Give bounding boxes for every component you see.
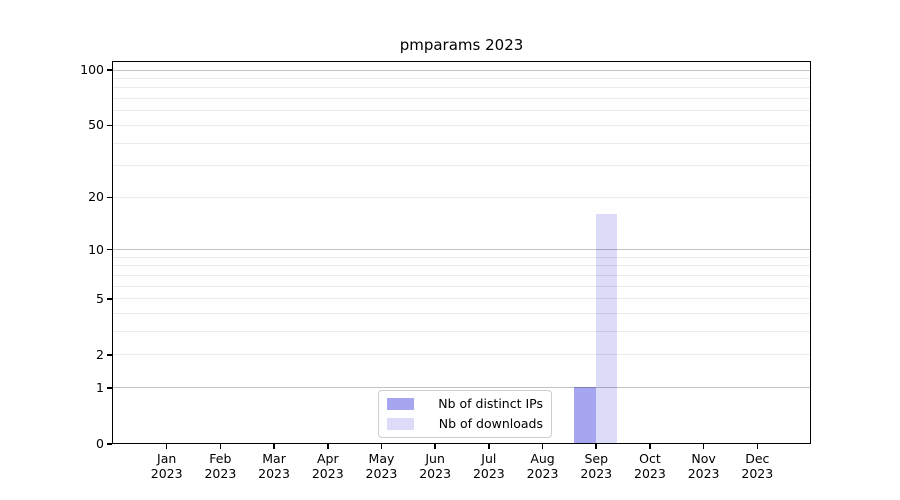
gridline-minor [112, 98, 810, 100]
y-tick-label: 100 [80, 62, 104, 77]
gridline-minor [112, 274, 810, 276]
gridline-minor [112, 110, 810, 112]
gridline-minor [112, 256, 810, 258]
x-tick-label: Nov 2023 [687, 451, 720, 481]
y-tick-label: 1 [96, 379, 104, 395]
y-tick-label: 50 [88, 117, 104, 133]
x-tick-label: Jul 2023 [472, 451, 505, 481]
gridline-minor [112, 285, 810, 287]
legend-label-distinct-ips: Nb of distinct IPs [438, 396, 543, 412]
legend-swatch-downloads-icon [387, 417, 414, 430]
x-tick-mark [541, 444, 544, 449]
y-tick-mark [107, 387, 112, 389]
gridline-minor [112, 196, 810, 198]
x-tick-label: Oct 2023 [634, 451, 666, 481]
legend: Nb of distinct IPs Nb of downloads [378, 390, 552, 438]
plot-area [111, 60, 811, 444]
legend-swatch-distinct-ips-icon [387, 398, 414, 411]
gridline-minor [112, 313, 810, 315]
y-tick-label: 20 [88, 189, 104, 205]
gridline-minor [112, 331, 810, 333]
y-tick-label: 5 [96, 290, 104, 306]
x-tick-mark [273, 444, 275, 449]
y-tick-mark [107, 298, 112, 300]
x-tick-label: Dec 2023 [741, 451, 774, 481]
x-tick-label: May 2023 [365, 451, 398, 481]
gridline-minor [112, 87, 810, 89]
x-tick-mark [165, 444, 168, 449]
x-tick-mark [488, 444, 490, 449]
x-tick-label: Mar 2023 [258, 451, 290, 481]
x-tick-mark [595, 444, 597, 449]
x-tick-label: Jun 2023 [419, 451, 452, 481]
gridline-minor [112, 165, 810, 167]
plot-canvas [112, 62, 810, 443]
gridline-minor [112, 354, 810, 356]
gridline-major [112, 249, 810, 251]
chart-title: pmparams 2023 [399, 36, 524, 54]
x-tick-mark [380, 444, 383, 449]
gridline-minor [112, 77, 810, 79]
bar-distinct-ips-sep [574, 387, 596, 443]
legend-item-distinct-ips: Nb of distinct IPs [387, 395, 543, 413]
legend-label-downloads: Nb of downloads [438, 415, 543, 431]
bar-downloads-sep [595, 213, 618, 443]
x-tick-mark [702, 444, 705, 449]
gridline-major [112, 387, 810, 389]
gridline-minor [112, 124, 810, 126]
y-tick-mark [107, 124, 112, 127]
gridline-minor [112, 142, 810, 144]
y-tick-label: 2 [96, 346, 104, 362]
x-tick-mark [327, 444, 329, 449]
x-tick-label: Feb 2023 [204, 451, 237, 481]
y-tick-mark [107, 248, 112, 251]
y-tick-label: 10 [88, 241, 104, 257]
x-tick-mark [649, 444, 651, 449]
x-tick-mark [756, 444, 759, 449]
x-tick-mark [219, 444, 222, 449]
gridline-minor [112, 298, 810, 300]
x-tick-label: Jan 2023 [150, 451, 183, 481]
y-tick-mark [107, 196, 112, 199]
x-tick-label: Sep 2023 [580, 451, 613, 481]
gridline-major [112, 69, 810, 71]
y-tick-mark [107, 354, 112, 356]
y-tick-mark [107, 443, 112, 445]
gridline-minor [112, 265, 810, 267]
x-tick-mark [434, 444, 436, 449]
y-tick-mark [107, 69, 112, 71]
x-tick-label: Aug 2023 [526, 451, 559, 481]
x-tick-label: Apr 2023 [311, 451, 344, 481]
y-tick-label: 0 [96, 436, 104, 451]
legend-item-downloads: Nb of downloads [387, 415, 543, 433]
